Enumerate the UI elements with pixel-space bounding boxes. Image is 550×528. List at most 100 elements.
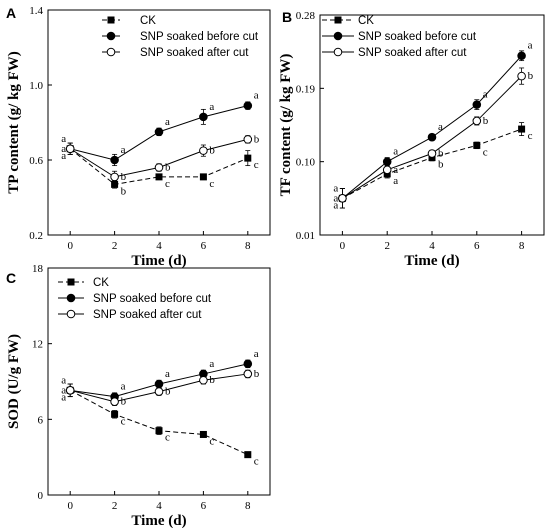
x-tick-label: 0 [67,500,73,512]
data-point [199,375,208,385]
legend-label: SNP soaked before cut [93,293,212,305]
significance-label: a [333,192,338,204]
x-tick-label: 4 [429,240,435,252]
data-point [110,172,119,182]
data-point [382,157,392,166]
x-tick-label: 6 [201,500,207,512]
significance-label: a [121,381,126,393]
y-tick-label: 0.10 [296,157,316,169]
x-tick-label: 8 [245,500,251,512]
data-point [154,379,164,389]
significance-label: b [121,171,127,183]
x-tick-label: 2 [112,240,118,252]
significance-label: a [209,101,214,113]
legend-label: CK [93,277,109,289]
significance-label: a [165,116,170,128]
data-point [111,180,119,188]
data-point [154,163,164,172]
data-point [199,173,207,181]
significance-label: a [61,150,66,162]
y-tick-label: 1.4 [29,5,43,17]
x-tick-label: 2 [112,500,118,512]
data-point [517,51,526,61]
panel-label: B [282,9,292,25]
legend-marker [333,47,343,57]
data-point [155,173,163,181]
significance-label: b [209,374,215,386]
data-point [517,71,526,81]
legend-label: SNP soaked before cut [140,31,259,43]
y-tick-label: 12 [32,339,43,351]
significance-label: a [61,143,66,155]
significance-label: b [165,162,171,174]
significance-label: b [209,145,215,157]
data-point [427,132,437,142]
legend-label: SNP soaked before cut [358,31,477,43]
data-point [472,116,482,126]
series-line [69,148,248,185]
chart-panel-a: A 0.2 0.6 1.0 1.4 0 2 4 6 8 Time (d) TP content (g/… [6,5,271,269]
significance-label: c [165,178,170,190]
x-tick-label: 6 [474,240,480,252]
legend-label: CK [140,15,156,27]
significance-label: c [528,130,533,142]
significance-label: a [254,90,259,102]
legend-label: SNP soaked after cut [93,309,202,321]
significance-label: a [61,133,66,145]
significance-label: a [438,121,443,133]
legend-marker [333,31,343,41]
y-tick-label: 1.0 [29,80,43,92]
significance-label: a [61,384,66,396]
data-point [155,427,163,435]
data-point [472,100,482,109]
significance-label: b [254,368,260,380]
significance-label: a [209,358,214,370]
series-line [69,389,249,456]
significance-label: b [121,396,127,408]
significance-label: b [528,70,534,82]
significance-label: b [438,159,444,171]
panel-label: A [6,5,16,21]
data-point [244,451,252,459]
y-tick-label: 0.28 [296,10,316,22]
data-point [473,141,481,149]
significance-label: c [483,146,488,158]
x-axis-label: Time (d) [131,253,186,269]
data-point [338,194,347,203]
y-axis-label: TP content (g/ kg FW) [6,51,22,194]
x-axis-label: Time (d) [404,253,459,269]
significance-label: c [254,456,259,468]
significance-label: b [165,386,171,398]
y-tick-label: 0.6 [29,155,43,167]
y-tick-label: 0.01 [296,230,315,242]
legend-marker [107,16,115,24]
legend-label: CK [358,15,374,27]
significance-label: b [438,148,444,160]
series-line [342,55,522,199]
significance-label: a [333,199,338,211]
data-point [154,387,164,396]
y-tick-label: 0 [38,490,44,502]
legend: CK SNP soaked before cut SNP soaked after … [322,15,477,59]
data-point [427,149,437,158]
x-tick-label: 8 [245,240,251,252]
data-point [243,359,253,369]
data-point [518,125,526,133]
panel-label: C [6,270,16,286]
data-point [243,101,253,110]
y-axis-label: TF content (g/ kg FW) [278,54,294,197]
legend: CK SNP soaked before cut SNP soaked after … [58,277,212,321]
significance-label: a [528,40,533,52]
data-point [243,369,253,379]
significance-label: a [61,391,66,403]
data-point [65,144,75,154]
data-point [65,386,75,395]
chart-panel-b: B 0.01 0.10 0.19 0.28 0 2 4 6 8 Time (d) TF content… [278,9,545,269]
significance-label: a [254,348,259,360]
data-point [382,165,392,175]
legend-marker [66,293,76,303]
data-point [111,410,119,418]
significance-label: b [121,185,127,197]
